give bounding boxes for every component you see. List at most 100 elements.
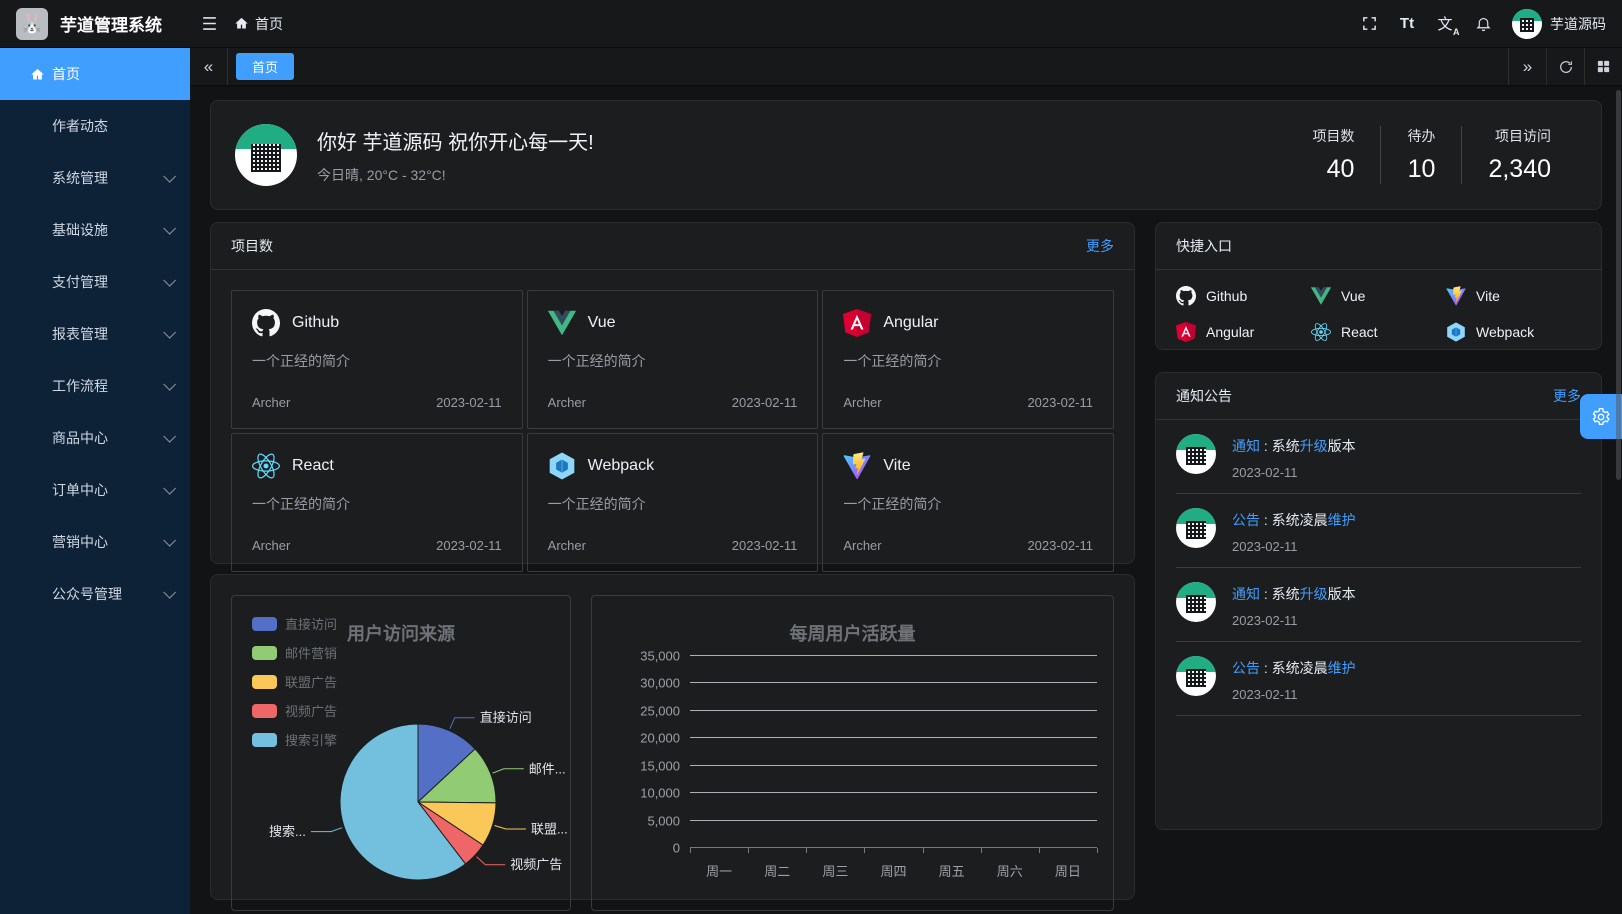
project-card[interactable]: Github 一个正经的简介 Archer 2023-02-11 [231,290,523,429]
x-axis-tick-label: 周二 [764,864,791,879]
stat-block: 项目访问 2,340 [1461,126,1577,184]
stat-value: 40 [1326,155,1355,183]
logo-area[interactable]: 🐰 芋道管理系统 [0,7,190,40]
vite-icon [843,452,871,480]
tabs-collapse-left-icon[interactable]: « [190,48,228,85]
breadcrumb-home-icon [235,17,248,29]
x-axis-tick-label: 周日 [1054,864,1081,879]
shortcut-link-webpack[interactable]: Webpack [1446,322,1581,342]
react-icon [1311,323,1331,341]
shortcut-label: React [1341,324,1378,340]
sidebar-item-label: 支付管理 [52,274,108,290]
notice-avatar [1176,656,1216,696]
chevron-down-icon [163,221,176,235]
sidebar-item-label: 公众号管理 [52,586,122,602]
sidebar-item-报表管理[interactable]: 报表管理 [0,308,190,360]
tabs: 首页 [228,48,1508,85]
notice-item[interactable]: 通知 : 系统升级版本 2023-02-11 [1176,420,1581,494]
notification-bell-icon[interactable] [1464,0,1502,48]
tabs-expand-right-icon[interactable]: » [1508,48,1546,85]
tab-label: 首页 [252,60,279,75]
legend-item[interactable]: 邮件营销 [252,643,337,662]
legend-item[interactable]: 直接访问 [252,614,337,633]
shortcut-link-angular[interactable]: Angular [1176,322,1311,342]
projects-more-link[interactable]: 更多 [1086,238,1114,254]
scrollbar-thumb[interactable] [1616,90,1621,480]
sidebar-item-支付管理[interactable]: 支付管理 [0,256,190,308]
project-card[interactable]: Angular 一个正经的简介 Archer 2023-02-11 [822,290,1114,429]
svg-text:联盟...: 联盟... [531,822,568,837]
notice-item[interactable]: 公告 : 系统凌晨维护 2023-02-11 [1176,494,1581,568]
notice-item[interactable]: 通知 : 系统升级版本 2023-02-11 [1176,568,1581,642]
notice-date: 2023-02-11 [1232,539,1298,554]
app-logo: 🐰 [16,7,48,40]
project-description: 一个正经的简介 [547,496,646,512]
sidebar-item-label: 商品中心 [52,430,108,446]
pie-chart-card: 用户访问来源 直接访问 邮件营销 联盟广告 视频广告 搜索引擎 直接访问 邮件... 联盟.… [231,595,571,911]
sidebar-item-订单中心[interactable]: 订单中心 [0,464,190,516]
notices-more-link[interactable]: 更多 [1553,388,1581,404]
breadcrumb[interactable]: 首页 [234,14,283,34]
project-author: Archer [547,395,586,410]
legend-item[interactable]: 联盟广告 [252,672,337,691]
sidebar-item-label: 营销中心 [52,534,108,550]
shortcut-label: Github [1206,288,1248,304]
sidebar-item-基础设施[interactable]: 基础设施 [0,204,190,256]
refresh-icon[interactable] [1546,48,1584,85]
settings-gear-button[interactable] [1580,394,1622,439]
legend-item[interactable]: 搜索引擎 [252,730,337,749]
project-date: 2023-02-11 [1027,395,1093,410]
breadcrumb-item: 首页 [255,15,283,32]
project-name: Vite [883,457,911,474]
welcome-avatar [235,124,297,186]
user-avatar [1512,8,1542,39]
legend-item[interactable]: 视频广告 [252,701,337,720]
sidebar-item-系统管理[interactable]: 系统管理 [0,152,190,204]
project-name: Vue [587,314,616,331]
sidebar-item-label: 报表管理 [52,326,108,342]
menu-fold-icon[interactable] [190,0,228,48]
shortcut-link-vue[interactable]: Vue [1311,286,1446,306]
shortcut-link-vite[interactable]: Vite [1446,286,1581,306]
notice-date: 2023-02-11 [1232,613,1298,628]
project-name: Github [292,314,340,331]
notice-item[interactable]: 公告 : 系统凌晨维护 2023-02-11 [1176,642,1581,716]
shortcut-link-github[interactable]: Github [1176,286,1311,306]
stat-block: 项目数 40 [1286,126,1380,184]
stat-label: 项目数 [1312,128,1355,144]
project-date: 2023-02-11 [731,395,798,410]
notice-avatar [1176,434,1216,474]
tab-item[interactable]: 首页 [236,53,295,80]
sidebar-item-首页[interactable]: 首页 [0,48,190,100]
sidebar-item-作者动态[interactable]: 作者动态 [0,100,190,152]
x-axis-tick-label: 周四 [880,864,907,879]
projects-card-title: 项目数 [231,238,273,254]
project-card[interactable]: Webpack 一个正经的简介 Archer 2023-02-11 [526,433,819,572]
svg-text:搜索...: 搜索... [269,824,306,839]
notice-title: 公告 : 系统凌晨维护 [1232,512,1356,528]
project-card[interactable]: Vue 一个正经的简介 Archer 2023-02-11 [526,290,819,429]
sidebar-item-公众号管理[interactable]: 公众号管理 [0,568,190,620]
shortcut-link-react[interactable]: React [1311,322,1446,342]
bar-chart-x-labels: 周一 周二 周三 周四 周五 周六 周日 [690,861,1097,880]
project-description: 一个正经的简介 [547,353,646,369]
layout-grid-icon[interactable] [1584,48,1622,85]
project-date: 2023-02-11 [436,395,502,410]
font-size-icon[interactable]: Tt [1399,15,1415,32]
user-menu[interactable]: 芋道源码 [1512,8,1606,39]
y-axis-tick-label: 5,000 [647,813,680,829]
notice-avatar [1176,582,1216,622]
sidebar-item-label: 工作流程 [52,378,108,394]
project-card[interactable]: Vite 一个正经的简介 Archer 2023-02-11 [822,433,1114,572]
project-card[interactable]: React 一个正经的简介 Archer 2023-02-11 [231,433,523,572]
shortcut-label: Angular [1206,324,1255,340]
sidebar-item-营销中心[interactable]: 营销中心 [0,516,190,568]
stat-label: 待办 [1407,128,1436,144]
projects-grid: Github 一个正经的简介 Archer 2023-02-11 Vue 一个正… [211,270,1134,592]
y-axis-tick-label: 0 [672,840,680,856]
fullscreen-icon[interactable] [1350,0,1388,48]
sidebar-item-商品中心[interactable]: 商品中心 [0,412,190,464]
sidebar-item-工作流程[interactable]: 工作流程 [0,360,190,412]
